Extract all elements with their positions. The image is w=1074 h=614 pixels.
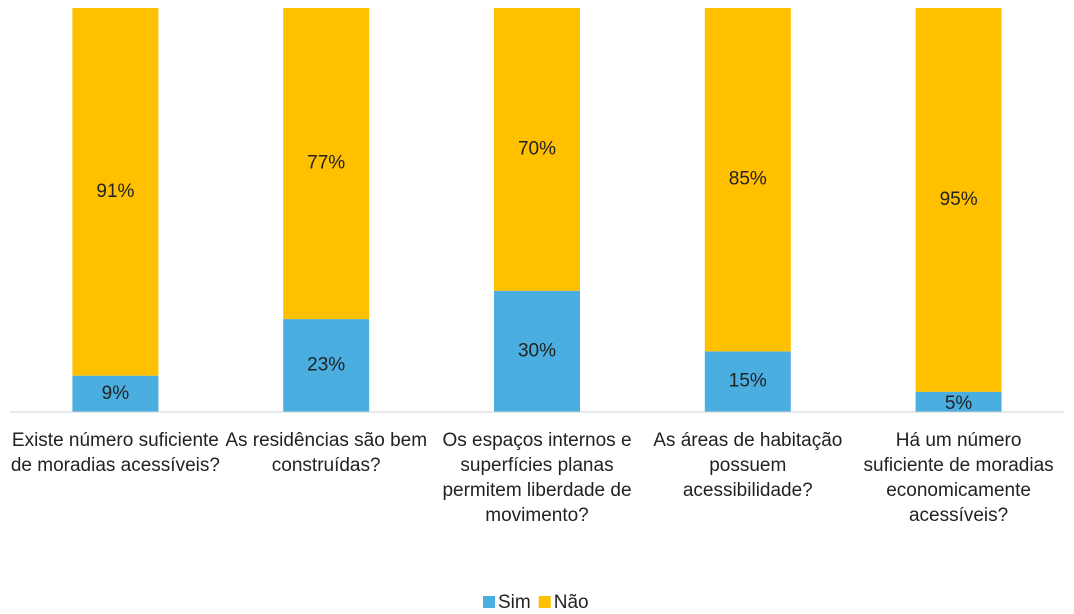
legend-swatch — [538, 596, 551, 608]
data-label: 77% — [307, 153, 345, 174]
bar-segment — [915, 391, 1002, 412]
bar-segment — [283, 319, 370, 412]
bar-segment — [494, 8, 580, 291]
legend-swatch — [483, 596, 495, 608]
data-label: 23% — [307, 355, 345, 376]
data-label: 30% — [518, 340, 556, 361]
data-label: 85% — [729, 169, 767, 190]
bar-segment — [283, 8, 370, 320]
data-label: 15% — [729, 371, 767, 392]
data-label: 70% — [518, 138, 556, 159]
data-label: 5% — [945, 393, 973, 414]
legend-label: Não — [554, 592, 589, 613]
data-label: 95% — [940, 189, 978, 210]
bar-segment — [704, 8, 791, 352]
bar-segment — [72, 375, 159, 412]
x-tick-label: As áreas de habitação possuem acessibili… — [653, 430, 843, 501]
bar-segment — [72, 8, 159, 376]
x-tick-label: Os espaços internos e superfícies planas… — [442, 430, 632, 526]
bar-segment — [494, 290, 580, 412]
data-label: 9% — [102, 383, 130, 404]
bar-segment — [915, 8, 1002, 392]
x-tick-label: Há um número suficiente de moradias econ… — [863, 430, 1054, 526]
data-label: 91% — [96, 181, 134, 202]
x-tick-label: Existe número suficiente de moradias ace… — [10, 430, 220, 476]
legend-label: Sim — [498, 592, 531, 613]
bar-segment — [704, 351, 791, 412]
x-tick-label: As residências são bem construídas? — [225, 430, 428, 476]
